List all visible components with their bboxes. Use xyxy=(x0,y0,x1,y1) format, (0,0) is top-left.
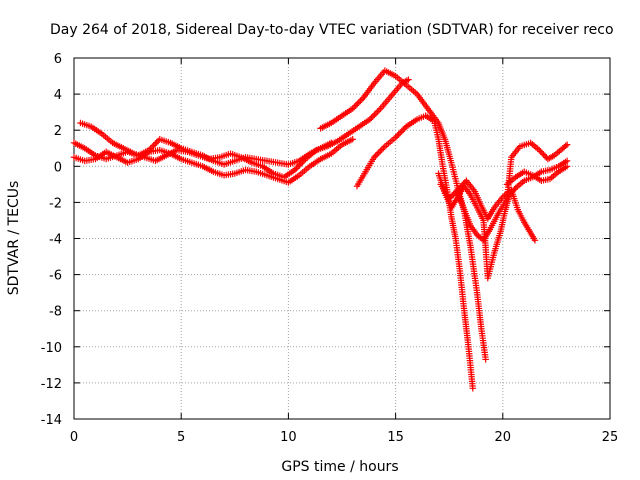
data-point xyxy=(354,100,361,108)
y-tick-label: -6 xyxy=(49,269,62,284)
x-tick-label: 15 xyxy=(387,430,404,445)
y-tick-label: -12 xyxy=(41,377,62,392)
data-point xyxy=(563,157,571,165)
y-tick-label: 4 xyxy=(54,88,62,103)
data-point xyxy=(393,132,401,140)
data-point xyxy=(375,149,382,156)
data-point xyxy=(396,129,404,136)
x-tick-label: 0 xyxy=(70,430,78,445)
grid xyxy=(74,58,610,419)
series-track-9 xyxy=(503,163,571,188)
y-tick-label: -4 xyxy=(49,233,62,248)
data-point xyxy=(460,180,467,187)
data-point xyxy=(357,97,364,105)
data-point xyxy=(540,151,547,158)
series-track-2 xyxy=(70,136,356,186)
data-point xyxy=(469,385,476,392)
y-tick-label: 2 xyxy=(54,124,62,139)
data-markers xyxy=(70,67,571,392)
tick-labels: 0 5 10 15 20 25 -14 -12 -10 -8 -6 -4 -2 0 2 4 6 xyxy=(41,52,619,445)
data-point xyxy=(536,146,543,154)
data-point xyxy=(378,146,386,153)
data-point xyxy=(398,128,405,135)
x-tick-label: 20 xyxy=(495,430,512,445)
series-track-4 xyxy=(317,67,489,363)
data-point xyxy=(458,182,466,189)
data-point xyxy=(457,183,464,190)
series-track-5 xyxy=(353,112,476,392)
data-point xyxy=(395,131,402,138)
data-point xyxy=(537,148,544,155)
data-point xyxy=(349,136,356,143)
data-point xyxy=(541,152,549,160)
data-point xyxy=(456,185,463,192)
chart-title: Day 264 of 2018, Sidereal Day-to-day VTE… xyxy=(50,22,614,38)
y-axis-label: SDTVAR / TECUs xyxy=(6,181,22,296)
data-point xyxy=(375,106,383,114)
data-point xyxy=(448,192,456,199)
data-point xyxy=(151,140,159,148)
data-point xyxy=(148,143,156,151)
y-tick-label: 0 xyxy=(54,160,62,175)
data-point xyxy=(562,142,569,150)
data-point xyxy=(450,191,457,198)
data-point xyxy=(155,137,162,144)
data-point xyxy=(294,163,302,171)
data-point xyxy=(538,149,546,157)
y-tick-label: -2 xyxy=(49,196,62,211)
data-point xyxy=(374,150,381,158)
x-tick-label: 25 xyxy=(602,430,619,445)
data-point xyxy=(563,141,571,148)
data-point xyxy=(380,144,387,152)
data-point xyxy=(451,189,459,196)
data-point xyxy=(400,126,407,133)
data-point xyxy=(405,76,412,83)
data-point xyxy=(355,99,363,106)
data-point xyxy=(446,195,453,202)
data-point xyxy=(482,356,489,363)
data-point xyxy=(352,102,359,109)
data-point xyxy=(369,113,377,120)
x-axis-label: GPS time / hours xyxy=(281,459,398,475)
data-point xyxy=(377,147,384,155)
x-tick-label: 10 xyxy=(280,430,297,445)
data-point xyxy=(531,237,539,244)
data-point xyxy=(372,109,380,117)
data-point xyxy=(563,163,571,170)
y-tick-label: -8 xyxy=(49,305,62,320)
data-point xyxy=(374,108,381,115)
series-track-3 xyxy=(77,76,412,181)
data-point xyxy=(371,111,378,118)
data-point xyxy=(447,194,454,201)
y-tick-label: -14 xyxy=(41,413,62,428)
data-point xyxy=(358,96,366,103)
axis-ticks xyxy=(73,57,611,420)
y-tick-label: 6 xyxy=(54,52,62,67)
x-tick-label: 5 xyxy=(177,430,185,445)
y-tick-label: -10 xyxy=(41,341,62,356)
